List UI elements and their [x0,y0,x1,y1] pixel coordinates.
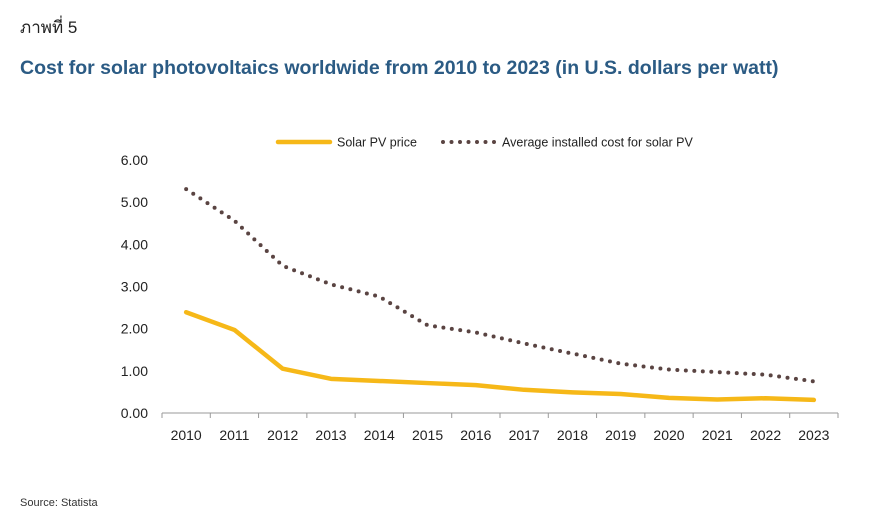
x-axis-ticks [161,413,839,418]
x-axis-labels: 2010 2011 2012 2013 2014 2015 2016 2017 2018 2019… [171,427,830,443]
y-tick-label: 1.00 [121,363,148,379]
x-tick-label: 2022 [750,427,781,443]
x-tick-label: 2011 [219,427,249,443]
legend: Solar PV price Average installed cost for… [275,136,694,150]
x-tick-label: 2014 [364,427,395,443]
x-tick-label: 2021 [702,427,733,443]
x-tick-label: 2023 [798,427,829,443]
x-tick-label: 2019 [605,427,636,443]
chart-title: Cost for solar photovoltaics worldwide f… [20,57,779,79]
x-tick-label: 2015 [412,427,443,443]
legend-label: Solar PV price [337,136,417,150]
y-axis-labels: 0.00 1.00 2.00 3.00 4.00 5.00 6.00 [121,152,148,421]
x-tick-label: 2016 [460,427,491,443]
series-layer [183,187,817,403]
x-tick-label: 2012 [267,427,298,443]
series-line-average-installed-cost [184,187,816,384]
y-tick-label: 5.00 [121,194,148,210]
legend-label: Average installed cost for solar PV [502,136,694,150]
y-tick-label: 2.00 [121,321,148,337]
figure-label: ภาพที่ 5 [20,18,78,37]
source-note: Source: Statista [20,497,98,509]
legend-item-average-installed-cost: Average installed cost for solar PV [441,136,694,150]
x-tick-label: 2017 [509,427,540,443]
y-tick-label: 6.00 [121,152,148,168]
x-tick-label: 2010 [171,427,202,443]
y-tick-label: 0.00 [121,405,148,421]
y-tick-label: 3.00 [121,279,148,295]
y-tick-label: 4.00 [121,236,148,252]
x-tick-label: 2020 [653,427,684,443]
x-tick-label: 2018 [557,427,588,443]
legend-item-solar-pv-price: Solar PV price [275,136,417,150]
x-tick-label: 2013 [315,427,346,443]
series-line-solar-pv-price [183,309,817,403]
